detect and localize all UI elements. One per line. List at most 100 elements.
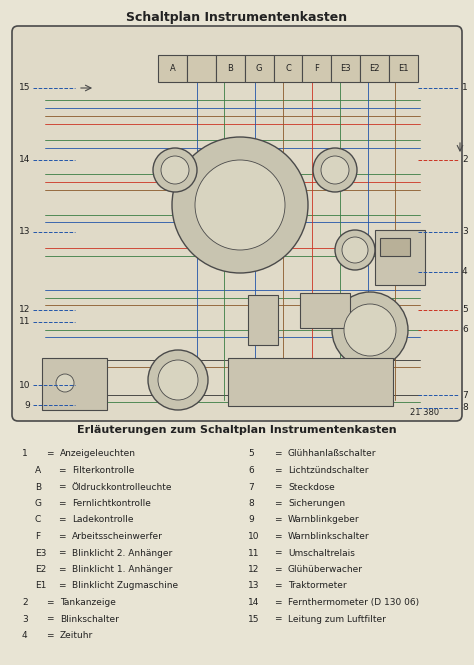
Text: F: F	[314, 64, 319, 73]
Circle shape	[56, 374, 74, 392]
Text: 12: 12	[18, 305, 30, 315]
Text: 14: 14	[248, 598, 259, 607]
Text: =: =	[274, 483, 282, 491]
Text: C: C	[285, 64, 291, 73]
Text: Erläuterungen zum Schaltplan Instrumentenkasten: Erläuterungen zum Schaltplan Instrumente…	[77, 425, 397, 435]
Text: Glühhanlaßschalter: Glühhanlaßschalter	[288, 450, 376, 458]
Text: 8: 8	[248, 499, 254, 508]
Text: =: =	[46, 614, 54, 624]
Text: C: C	[35, 515, 41, 525]
Text: Warnblinkschalter: Warnblinkschalter	[288, 532, 370, 541]
Text: 11: 11	[18, 317, 30, 327]
Text: =: =	[274, 450, 282, 458]
Bar	[300, 293, 350, 328]
Text: 8: 8	[462, 404, 468, 412]
Circle shape	[332, 292, 408, 368]
Text: 10: 10	[18, 380, 30, 390]
Text: Fernlichtkontrolle: Fernlichtkontrolle	[72, 499, 151, 508]
Text: =: =	[46, 598, 54, 607]
Text: 12: 12	[248, 565, 259, 574]
Text: =: =	[274, 598, 282, 607]
Circle shape	[148, 350, 208, 410]
Circle shape	[172, 137, 308, 273]
Text: 9: 9	[248, 515, 254, 525]
Text: 10: 10	[248, 532, 259, 541]
Text: A: A	[35, 466, 41, 475]
Text: 11: 11	[248, 549, 259, 557]
Text: Ladekontrolle: Ladekontrolle	[72, 515, 134, 525]
Bar	[187, 55, 216, 82]
Circle shape	[313, 148, 357, 192]
Text: Blinklicht 2. Anhänger: Blinklicht 2. Anhänger	[72, 549, 172, 557]
Bar	[360, 55, 389, 82]
Text: Steckdose: Steckdose	[288, 483, 335, 491]
Circle shape	[153, 148, 197, 192]
FancyBboxPatch shape	[12, 26, 462, 421]
Bar	[245, 55, 273, 82]
Bar	[216, 55, 245, 82]
Text: 3: 3	[462, 227, 468, 237]
Text: =: =	[274, 549, 282, 557]
Text: =: =	[58, 515, 66, 525]
Text: =: =	[274, 614, 282, 624]
Text: Öldruckkontrolleuchte: Öldruckkontrolleuchte	[72, 483, 173, 491]
Bar	[389, 55, 418, 82]
Text: =: =	[46, 450, 54, 458]
Text: Filterkontrolle: Filterkontrolle	[72, 466, 134, 475]
Text: Blinklicht Zugmaschine: Blinklicht Zugmaschine	[72, 581, 178, 591]
Text: Zeituhr: Zeituhr	[60, 631, 93, 640]
Text: E3: E3	[35, 549, 46, 557]
Text: E1: E1	[35, 581, 46, 591]
Text: Fernthermometer (D 130 06): Fernthermometer (D 130 06)	[288, 598, 419, 607]
Text: E3: E3	[340, 64, 351, 73]
Text: =: =	[58, 581, 66, 591]
Text: Sicherungen: Sicherungen	[288, 499, 345, 508]
Text: 6: 6	[248, 466, 254, 475]
Text: E2: E2	[369, 64, 380, 73]
Text: 5: 5	[462, 305, 468, 315]
Text: G: G	[256, 64, 263, 73]
Text: F: F	[35, 532, 40, 541]
Text: =: =	[58, 565, 66, 574]
Text: =: =	[46, 631, 54, 640]
Text: =: =	[58, 466, 66, 475]
Circle shape	[344, 304, 396, 356]
Text: 2: 2	[22, 598, 27, 607]
Text: E1: E1	[398, 64, 409, 73]
Text: =: =	[274, 565, 282, 574]
Text: 15: 15	[18, 84, 30, 92]
Text: 7: 7	[462, 390, 468, 400]
Text: Arbeitsscheinwerfer: Arbeitsscheinwerfer	[72, 532, 163, 541]
Bar	[158, 55, 187, 82]
Text: 21 380: 21 380	[410, 408, 439, 417]
Text: 13: 13	[18, 227, 30, 237]
Text: Leitung zum Luftfilter: Leitung zum Luftfilter	[288, 614, 386, 624]
Circle shape	[321, 156, 349, 184]
Text: =: =	[274, 532, 282, 541]
Bar	[302, 55, 331, 82]
Text: =: =	[58, 499, 66, 508]
Text: B: B	[228, 64, 233, 73]
Text: 3: 3	[22, 614, 28, 624]
Text: =: =	[274, 466, 282, 475]
Text: Lichtzündschalter: Lichtzündschalter	[288, 466, 368, 475]
Text: =: =	[274, 581, 282, 591]
Text: Glühüberwacher: Glühüberwacher	[288, 565, 363, 574]
Bar	[331, 55, 360, 82]
Text: 6: 6	[462, 325, 468, 334]
Text: Blinkschalter: Blinkschalter	[60, 614, 119, 624]
Circle shape	[161, 156, 189, 184]
Circle shape	[158, 360, 198, 400]
Text: =: =	[58, 549, 66, 557]
Bar	[228, 358, 393, 406]
Text: 4: 4	[462, 267, 468, 277]
Text: =: =	[274, 499, 282, 508]
Text: 1: 1	[462, 84, 468, 92]
Text: Blinklicht 1. Anhänger: Blinklicht 1. Anhänger	[72, 565, 173, 574]
Text: 14: 14	[18, 156, 30, 164]
Text: Anzeigeleuchten: Anzeigeleuchten	[60, 450, 136, 458]
Text: Schaltplan Instrumentenkasten: Schaltplan Instrumentenkasten	[127, 11, 347, 25]
Text: 15: 15	[248, 614, 259, 624]
Text: 1: 1	[22, 450, 28, 458]
Text: 2: 2	[462, 156, 468, 164]
